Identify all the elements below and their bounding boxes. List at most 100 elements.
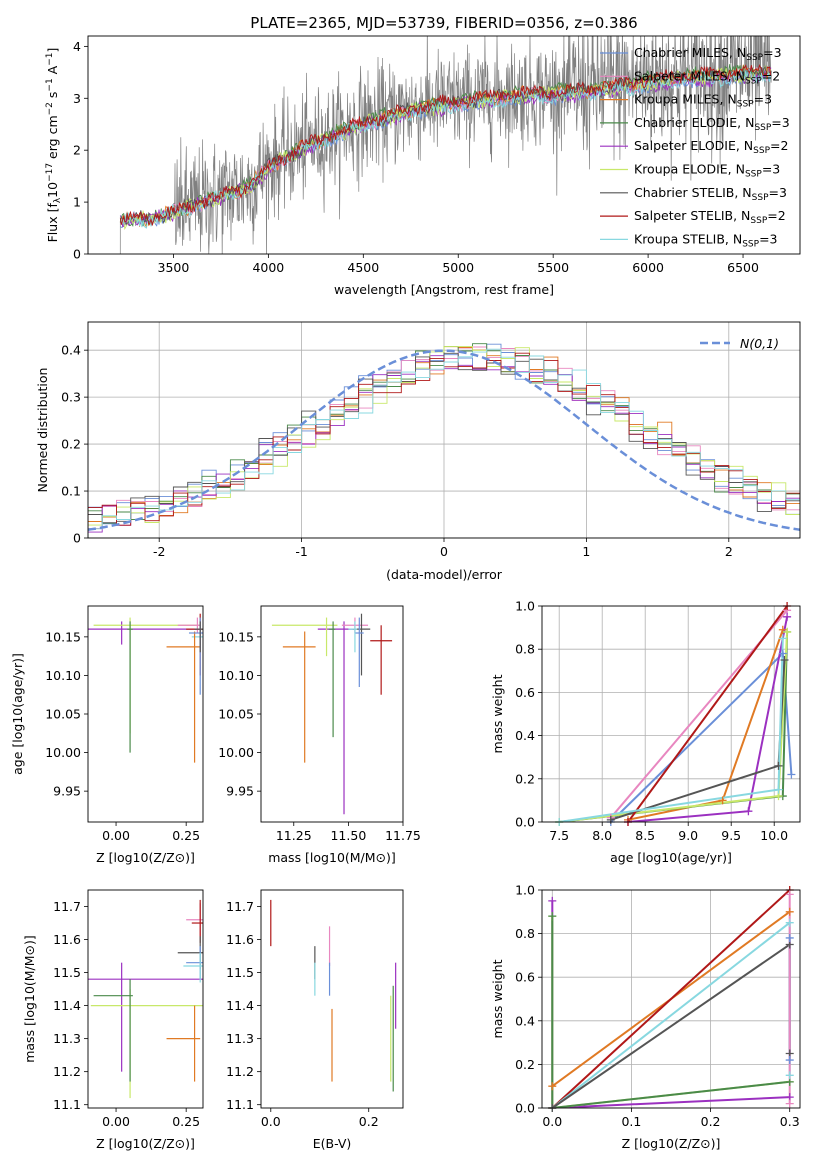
y-tick-label: 10.15 (218, 629, 254, 644)
legend-entry: Salpeter STELIB, NSSP=2 (634, 208, 786, 226)
mass-weight-vs-Z-data (542, 890, 800, 1108)
y-tick-label: 0.4 (515, 728, 535, 743)
mass-vs-ebv-data (270, 899, 397, 1092)
x-axis-label: age [log10(age/yr)] (610, 850, 732, 865)
legend-entry: N(0,1) (740, 336, 779, 351)
observed-spectrum (119, 36, 772, 254)
x-tick-label: 0.0 (542, 1114, 562, 1129)
x-tick-label: 8.0 (592, 828, 612, 843)
y-tick-label: 1.0 (515, 599, 535, 614)
y-tick-label: 10.00 (45, 745, 81, 760)
y-tick-label: 0.6 (515, 970, 535, 985)
y-tick-label: 11.2 (226, 1064, 254, 1079)
weight-marker (785, 933, 794, 942)
y-tick-label: 0.2 (61, 437, 81, 452)
x-tick-label: 4500 (347, 260, 379, 275)
weight-marker (778, 625, 787, 634)
plot-mass-vs-Z: 0.00 0.25 11.1 11.2 11.3 11.4 11.5 11.6 11.7 Z [l… (22, 889, 204, 1151)
plot-residuals: -2 -1 0 1 2 0 0.1 0.2 0.3 0.4 (data-model)/error No… (35, 321, 801, 582)
histogram-8 (88, 348, 800, 538)
weight-marker (778, 634, 787, 643)
age-vs-mass-data (271, 613, 393, 815)
mass-weight-vs-age-data (542, 606, 800, 822)
y-tick-label: 3 (73, 91, 81, 106)
y-tick-label: 0.6 (515, 685, 535, 700)
y-tick-label: 11.7 (53, 899, 81, 914)
axes-frame (87, 889, 204, 1109)
chart-title: PLATE=2365, MJD=53739, FIBERID=0356, z=0… (250, 14, 637, 32)
x-tick-label: 0.00 (102, 1114, 130, 1129)
model-spectrum-8 (119, 68, 772, 229)
weight-marker (774, 761, 783, 770)
legend: Chabrier MILES, NSSP=3 Salpeter MILES, NS… (600, 45, 790, 249)
legend-entry: Salpeter MILES, NSSP=2 (634, 68, 780, 86)
x-tick-label: 0.00 (102, 828, 130, 843)
y-tick-label: 11.2 (53, 1064, 81, 1079)
weight-marker (774, 785, 783, 794)
weight-marker (785, 1071, 794, 1080)
x-axis-label: E(B-V) (313, 1136, 352, 1151)
y-tick-label: 11.7 (226, 899, 254, 914)
y-tick-label: 0.4 (61, 343, 81, 358)
plot-age-vs-mass: 11.25 11.50 11.75 9.95 10.00 10.05 10.10 10.15 m… (218, 605, 421, 865)
weight-line-8 (559, 638, 784, 822)
x-axis-label: wavelength [Angstrom, rest frame] (334, 282, 554, 297)
x-tick-label: 5000 (442, 260, 474, 275)
axes-frame (87, 605, 204, 823)
weight-line-7 (627, 606, 788, 822)
x-tick-label: 6000 (632, 260, 664, 275)
y-tick-label: 11.1 (226, 1097, 254, 1112)
weight-line-8 (551, 920, 791, 1108)
y-tick-label: 0 (73, 247, 81, 262)
y-tick-label: 11.4 (53, 998, 81, 1013)
y-axis-label: mass weight (490, 674, 505, 753)
y-axis-label: mass [log10(M/M⊙)] (22, 935, 37, 1063)
y-tick-label: 10.00 (218, 745, 254, 760)
x-tick-label: 0.25 (172, 1114, 200, 1129)
x-tick-label: 0.2 (359, 1114, 379, 1129)
y-tick-label: 0.3 (61, 390, 81, 405)
y-tick-label: 11.3 (226, 1031, 254, 1046)
y-axis-label: Normed distribution (35, 368, 50, 493)
x-tick-label: 7.5 (549, 828, 569, 843)
y-tick-label: 0.0 (515, 1101, 535, 1116)
x-tick-label: 10.0 (760, 828, 788, 843)
residuals-data (88, 322, 800, 538)
plot-age-vs-Z: 0.00 0.25 9.95 10.00 10.05 10.10 10.15 Z [log10… (10, 605, 204, 865)
legend-entry: Chabrier ELODIE, NSSP=3 (634, 115, 790, 133)
weight-line-4 (551, 900, 790, 1108)
plot-mass-vs-ebv: 0.0 0.2 11.1 11.2 11.3 11.4 11.5 11.6 11.7 E(B-V) (226, 889, 404, 1151)
x-tick-label: 0.1 (621, 1114, 641, 1129)
x-tick-label: 1 (582, 544, 590, 559)
weight-line-3 (551, 916, 790, 1108)
x-tick-label: 0.2 (701, 1114, 721, 1129)
weight-marker (785, 890, 794, 899)
axes-frame (260, 605, 404, 823)
weight-marker (718, 796, 727, 805)
weight-marker (548, 896, 557, 905)
spectrum-data (119, 36, 772, 254)
y-tick-label: 0.2 (515, 1057, 535, 1072)
weight-marker (785, 918, 794, 927)
x-tick-label: 2 (725, 544, 733, 559)
weight-line-0 (610, 651, 793, 822)
y-tick-label: 10.10 (218, 668, 254, 683)
x-tick-label: 5500 (537, 260, 569, 275)
weight-marker (606, 815, 615, 824)
plot-mass-weight-vs-age: 7.5 8.0 8.5 9.0 9.5 10.0 0.0 0.2 0.4 0.6 0.8 1.0 age… (490, 599, 801, 865)
legend-entry: Salpeter ELODIE, NSSP=2 (634, 138, 788, 156)
mass-vs-Z-data (88, 899, 203, 1099)
y-tick-label: 11.5 (53, 965, 81, 980)
y-tick-label: 9.95 (53, 784, 81, 799)
axes-frame (541, 605, 801, 823)
axes-frame (87, 321, 801, 539)
x-tick-label: 9.5 (721, 828, 741, 843)
weight-marker (783, 612, 792, 621)
y-tick-label: 10.10 (45, 668, 81, 683)
x-tick-label: 6500 (727, 260, 759, 275)
y-tick-label: 0.0 (515, 815, 535, 830)
y-tick-label: 0.4 (515, 1013, 535, 1028)
weight-marker (785, 907, 794, 916)
age-vs-Z-data (88, 613, 203, 763)
